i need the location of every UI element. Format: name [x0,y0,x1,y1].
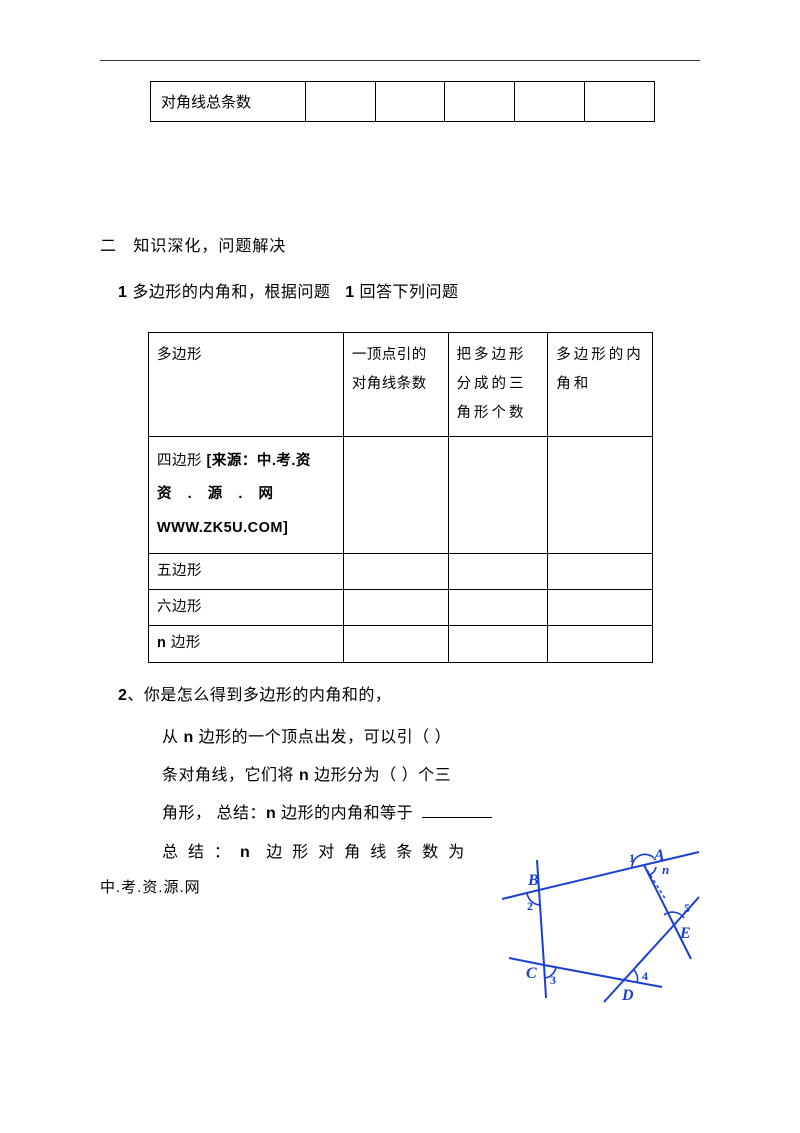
main-table: 多边形 一顶点引的对角线条数 把多边形分成的三角形个数 多边形的内角和 四边形 … [148,332,653,663]
top-table: 对角线总条数 [150,81,655,122]
cell-ngon: n 边形 [149,626,344,662]
cell-empty [448,590,548,626]
cell-empty [343,626,448,662]
question-1: 1 多边形的内角和，根据问题 1 回答下列问题 [118,278,700,302]
body-paragraph: 从 n 边形的一个顶点出发，可以引（ ） 条对角线，它们将 n 边形分为（ ）个… [162,719,542,834]
quad-src-line2: 四边形 资 . 源 . 网 [157,486,273,502]
cell-empty [448,626,548,662]
ngon-label: 边形 [166,635,201,651]
diagram-labels: A B C D E n 1 2 3 4 5 [526,847,691,1004]
q2-sep: 、 [127,687,144,704]
section-num: 二 [100,238,117,255]
q1-num: 1 [118,284,127,301]
ngon-n: n [157,635,166,651]
body-l3b: 边形的内角和等于 [276,805,413,822]
body-l3a: 角形， 总结： [162,805,266,822]
header-diagonals: 一顶点引的对角线条数 [343,333,448,437]
q1-text-b: 回答下列问题 [355,284,459,301]
cell-quad: 四边形 [来源：中.考.资 四边形 资 . 源 . 网 WWW.ZK5U.COM… [149,437,344,554]
cell-empty [515,82,585,122]
q1-mid-num: 1 [345,284,354,301]
table-header-row: 多边形 一顶点引的对角线条数 把多边形分成的三角形个数 多边形的内角和 [149,333,653,437]
cell-empty [305,82,375,122]
q1-text-a: 多边形的内角和，根据问题 [127,284,330,301]
cell-empty [343,437,448,554]
label-5: 5 [684,901,690,915]
label-1: 1 [629,851,635,865]
table-row: 五边形 [149,554,653,590]
cell-empty [548,554,653,590]
body-l1b: 边形的一个顶点出发，可以引（ ） [194,729,451,746]
body-l4a: 总结： [162,844,240,861]
cell-empty [343,554,448,590]
cell-empty [448,437,548,554]
table-row: 对角线总条数 [151,82,655,122]
header-polygon: 多边形 [149,333,344,437]
fill-blank [422,817,492,818]
body-l2b: 边形分为（ ）个三 [309,767,451,784]
body-l3n: n [266,805,276,822]
label-n: n [662,862,669,877]
header-anglesum: 多边形的内角和 [548,333,653,437]
label-3: 3 [550,973,556,987]
quad-src-url: WWW.ZK5U.COM] [157,520,288,536]
cell-empty [548,437,653,554]
header-triangles: 把多边形分成的三角形个数 [448,333,548,437]
body-l1a: 从 [162,729,183,746]
page-top-rule [100,60,700,61]
cell-empty [343,590,448,626]
quad-src-a: [来源：中.考.资 [207,453,311,469]
cell-hexagon: 六边形 [149,590,344,626]
section-title: 二 知识深化，问题解决 [100,232,700,256]
body-l2a: 条对角线，它们将 [162,767,299,784]
body-l4n: n [240,844,252,861]
pentagon-diagram: A B C D E n 1 2 3 4 5 [494,830,704,1010]
body-l1n: n [183,729,193,746]
cell-empty [445,82,515,122]
label-C: C [526,965,537,982]
cell-label: 对角线总条数 [151,82,306,122]
body-l2n: n [299,767,309,784]
table-row: 六边形 [149,590,653,626]
label-B: B [527,872,539,889]
label-2: 2 [527,899,533,913]
label-E: E [679,925,691,942]
cell-empty [548,590,653,626]
section-body: 知识深化，问题解决 [133,238,286,255]
cell-pentagon: 五边形 [149,554,344,590]
q2-text: 你是怎么得到多边形的内角和的， [144,687,392,704]
body-l4b: 边形对角线条数为 [266,844,474,861]
label-4: 4 [642,969,648,983]
quad-label: 四边形 [157,453,207,469]
table-row: n 边形 [149,626,653,662]
cell-empty [448,554,548,590]
q2-num: 2 [118,687,127,704]
table-row: 四边形 [来源：中.考.资 四边形 资 . 源 . 网 WWW.ZK5U.COM… [149,437,653,554]
cell-empty [585,82,655,122]
cell-empty [548,626,653,662]
label-D: D [621,987,634,1004]
cell-empty [375,82,445,122]
question-2: 2、你是怎么得到多边形的内角和的， [118,681,700,705]
